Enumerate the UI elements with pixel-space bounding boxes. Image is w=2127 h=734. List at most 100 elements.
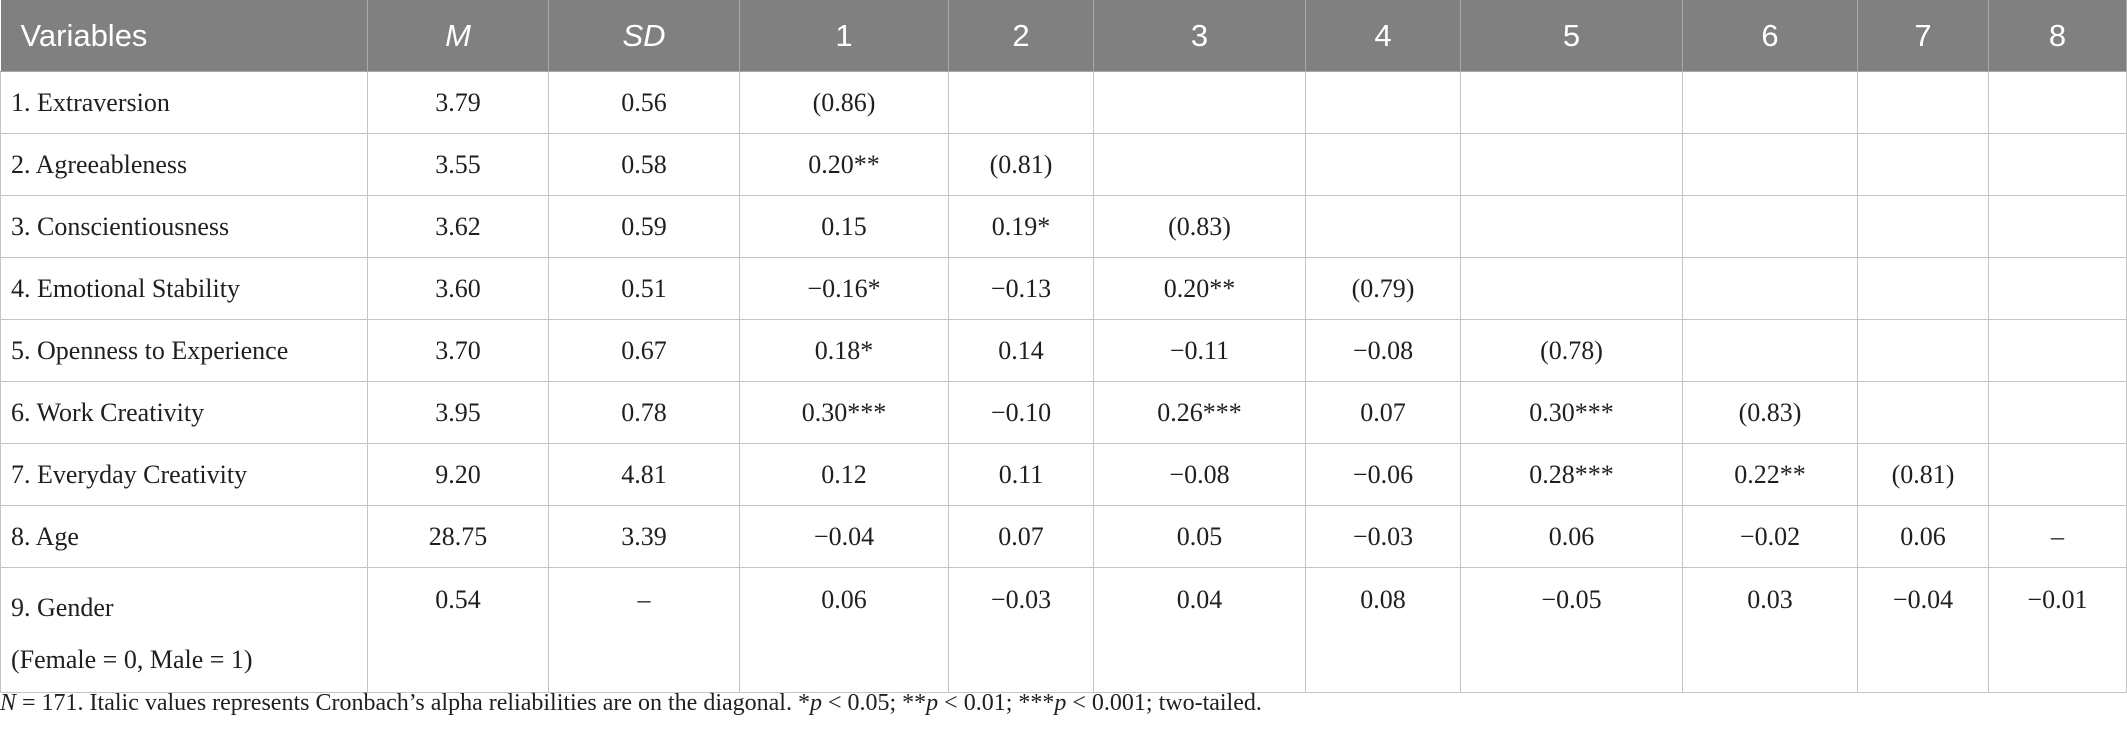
variable-label-cell: 2. Agreeableness xyxy=(0,133,368,196)
correlation-cell: −0.08 xyxy=(1093,443,1306,506)
correlation-cell xyxy=(1857,257,1989,320)
correlation-cell xyxy=(1460,71,1683,134)
correlation-cell xyxy=(948,71,1094,134)
header-col-1: 1 xyxy=(739,0,949,72)
table-row: 2. Agreeableness 3.55 0.58 0.20** (0.81) xyxy=(0,133,2127,196)
sd-value: 0.67 xyxy=(548,319,740,382)
variable-label: 4. Emotional Stability xyxy=(11,273,240,303)
mean-value: 3.79 xyxy=(367,71,549,134)
reliability-cell: (0.86) xyxy=(739,71,949,134)
reliability-cell: (0.83) xyxy=(1682,381,1858,444)
correlation-cell xyxy=(1857,195,1989,258)
header-col-2: 2 xyxy=(948,0,1094,72)
correlation-cell: 0.12 xyxy=(739,443,949,506)
correlation-cell xyxy=(1857,71,1989,134)
variable-label: 7. Everyday Creativity xyxy=(11,459,248,489)
variable-label: 9. Gender xyxy=(11,593,114,622)
correlation-cell: 0.28*** xyxy=(1460,443,1683,506)
table-row: 7. Everyday Creativity 9.20 4.81 0.12 0.11 −0… xyxy=(0,443,2127,506)
correlation-cell: 0.06 xyxy=(739,567,949,693)
mean-value: 3.62 xyxy=(367,195,549,258)
table-row: 9. Gender (Female = 0, Male = 1) 0.54–0.06… xyxy=(0,567,2127,693)
table-body: 1. Extraversion 3.79 0.56 (0.86) 2. Agreeabl… xyxy=(0,71,2127,693)
correlation-cell: 0.15 xyxy=(739,195,949,258)
variable-label: 8. Age xyxy=(11,521,79,551)
correlation-cell: 0.05 xyxy=(1093,505,1306,568)
correlation-cell: 0.07 xyxy=(1305,381,1461,444)
reliability-cell: (0.81) xyxy=(1857,443,1989,506)
header-sd: SD xyxy=(548,0,740,72)
table-header: Variables M SD 1 2 3 4 5 6 7 8 xyxy=(0,0,2127,72)
correlation-cell: 0.11 xyxy=(948,443,1094,506)
header-col-5: 5 xyxy=(1460,0,1683,72)
correlation-cell xyxy=(1857,319,1989,382)
variable-label-cell: 1. Extraversion xyxy=(0,71,368,134)
header-mean: M xyxy=(367,0,549,72)
correlation-cell: −0.11 xyxy=(1093,319,1306,382)
correlation-cell xyxy=(1682,71,1858,134)
table-row: 3. Conscientiousness 3.62 0.59 0.15 0.19* (0.… xyxy=(0,195,2127,258)
correlation-cell xyxy=(1460,133,1683,196)
correlation-cell xyxy=(1988,257,2127,320)
header-col-3: 3 xyxy=(1093,0,1306,72)
correlation-cell xyxy=(1682,257,1858,320)
correlation-cell xyxy=(1093,71,1306,134)
correlation-cell: 0.30*** xyxy=(739,381,949,444)
correlation-cell: −0.16* xyxy=(739,257,949,320)
table-note: N = 171. Italic values represents Cronba… xyxy=(0,690,1262,717)
correlation-cell xyxy=(1857,381,1989,444)
sd-value: 3.39 xyxy=(548,505,740,568)
table-row: 6. Work Creativity 3.95 0.78 0.30*** −0.10 0.… xyxy=(0,381,2127,444)
correlation-cell: −0.04 xyxy=(739,505,949,568)
mean-value: 9.20 xyxy=(367,443,549,506)
correlation-cell xyxy=(1988,195,2127,258)
sd-value: – xyxy=(548,567,740,693)
mean-value: 3.55 xyxy=(367,133,549,196)
variable-label-coding: (Female = 0, Male = 1) xyxy=(11,645,253,674)
correlation-cell: −0.05 xyxy=(1460,567,1683,693)
variable-label: 6. Work Creativity xyxy=(11,397,205,427)
correlation-cell: 0.20** xyxy=(739,133,949,196)
correlation-table: Variables M SD 1 2 3 4 5 6 7 8 1. Extrav… xyxy=(0,0,2127,693)
correlation-cell xyxy=(1305,133,1461,196)
sd-value: 0.78 xyxy=(548,381,740,444)
header-col-4: 4 xyxy=(1305,0,1461,72)
mean-value: 0.54 xyxy=(367,567,549,693)
correlation-cell xyxy=(1305,195,1461,258)
correlation-cell xyxy=(1988,133,2127,196)
reliability-cell: (0.78) xyxy=(1460,319,1683,382)
correlation-cell: 0.07 xyxy=(948,505,1094,568)
correlation-cell: 0.14 xyxy=(948,319,1094,382)
table-row: 5. Openness to Experience 3.70 0.67 0.18* 0.… xyxy=(0,319,2127,382)
correlation-cell xyxy=(1682,319,1858,382)
note-p-symbol-2: p xyxy=(926,690,939,716)
correlation-table-container: Variables M SD 1 2 3 4 5 6 7 8 1. Extrav… xyxy=(0,0,2127,716)
correlation-cell xyxy=(1682,195,1858,258)
variable-label-cell: 4. Emotional Stability xyxy=(0,257,368,320)
correlation-cell: −0.08 xyxy=(1305,319,1461,382)
correlation-cell: 0.06 xyxy=(1460,505,1683,568)
note-threshold-2: < 0.01; *** xyxy=(938,690,1055,716)
correlation-cell xyxy=(1682,133,1858,196)
correlation-cell: 0.30*** xyxy=(1460,381,1683,444)
correlation-cell xyxy=(1988,443,2127,506)
note-n-text: = 171. Italic values represents Cronbach… xyxy=(16,690,810,716)
header-row: Variables M SD 1 2 3 4 5 6 7 8 xyxy=(0,0,2127,72)
correlation-cell: −0.06 xyxy=(1305,443,1461,506)
table-row: 1. Extraversion 3.79 0.56 (0.86) xyxy=(0,71,2127,134)
sd-value: 0.59 xyxy=(548,195,740,258)
correlation-cell: −0.10 xyxy=(948,381,1094,444)
table-row: 4. Emotional Stability 3.60 0.51 −0.16* −0.1… xyxy=(0,257,2127,320)
correlation-cell: 0.20** xyxy=(1093,257,1306,320)
correlation-cell: −0.03 xyxy=(1305,505,1461,568)
correlation-cell: – xyxy=(1988,505,2127,568)
table-row: 8. Age 28.75 3.39 −0.04 0.07 0.05 −0.03 0.06 −0.… xyxy=(0,505,2127,568)
correlation-cell: 0.19* xyxy=(948,195,1094,258)
correlation-cell: 0.22** xyxy=(1682,443,1858,506)
mean-value: 3.70 xyxy=(367,319,549,382)
note-p-symbol-1: p xyxy=(809,690,822,716)
correlation-cell xyxy=(1093,133,1306,196)
note-p-symbol-3: p xyxy=(1054,690,1067,716)
variable-label-cell: 9. Gender (Female = 0, Male = 1) xyxy=(0,567,368,693)
correlation-cell: 0.04 xyxy=(1093,567,1306,693)
